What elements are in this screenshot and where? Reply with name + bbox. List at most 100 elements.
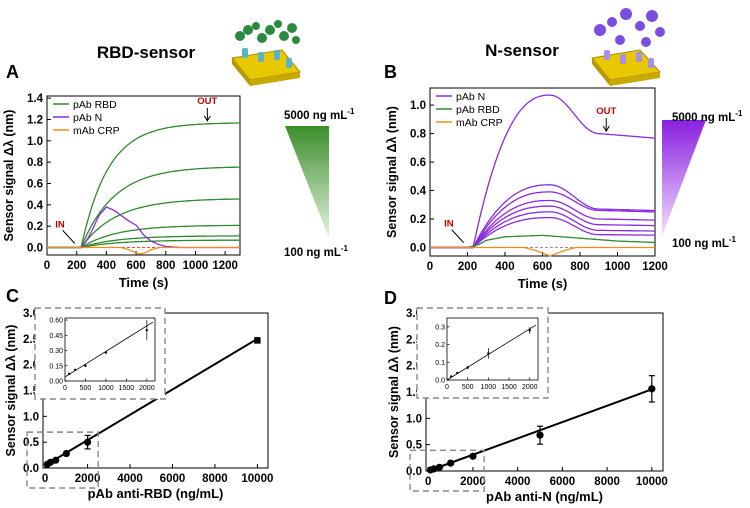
inset-x-tick-label: 500 xyxy=(80,385,92,392)
series-line-pab-rbd xyxy=(430,234,656,249)
y-tick-label: 1.0 xyxy=(406,413,422,425)
y-tick-label: 0.0 xyxy=(406,466,422,478)
x-axis-label: Time (s) xyxy=(119,275,169,290)
gradient-triangle-b xyxy=(662,120,706,236)
inset-y-tick-label: 0.0 xyxy=(435,378,445,385)
legend-entry: pAb N xyxy=(73,112,102,124)
x-tick-label: 4000 xyxy=(117,473,143,485)
inset-x-tick-label: 2000 xyxy=(522,384,538,391)
legend-entry: mAb CRP xyxy=(456,117,503,129)
in-annotation: IN xyxy=(444,219,454,230)
y-tick-label: 0.8 xyxy=(410,129,427,141)
legend-entry: pAb RBD xyxy=(73,99,117,111)
y-tick-label: 0.5 xyxy=(23,437,40,449)
x-axis-label: pAb anti-RBD (ng/mL) xyxy=(88,486,224,501)
panel-b-chart: 0 200 400 600 800 1000 1200 0.0 0.2 0.4 0.6 0.8 1.0 T… xyxy=(385,87,668,291)
inset-y-tick-label: 0.1 xyxy=(435,360,445,367)
inset-frame xyxy=(64,317,156,382)
x-axis-label: pAb anti-N (ng/mL) xyxy=(486,489,603,504)
y-tick-label: 0.2 xyxy=(410,214,426,226)
y-tick-label: 0.4 xyxy=(410,186,427,198)
inset-data-point xyxy=(67,372,71,376)
in-arrow xyxy=(451,229,464,243)
in-annotation: IN xyxy=(55,219,65,230)
gradient-scale-a: 5000 ng mL-1 100 ng mL-1 xyxy=(284,107,355,259)
y-tick-label: 0.4 xyxy=(27,200,44,212)
x-tick-label: 400 xyxy=(495,261,514,273)
fit-line xyxy=(44,337,258,467)
panel-d-chart: 0 2000 4000 6000 8000 100000.00.51.01.52.02.5… xyxy=(387,307,668,504)
y-axis-label: Sensor signal Δλ (nm) xyxy=(4,325,18,457)
inset-x-tick-label: 1000 xyxy=(481,384,497,391)
x-tick-label: 6000 xyxy=(160,473,186,485)
gradient-b-top-label: 5000 ng mL-1 xyxy=(672,109,743,124)
inset-data-point xyxy=(528,329,531,332)
legend-entry: pAb N xyxy=(456,91,485,103)
zoom-region-box xyxy=(26,431,99,489)
inset-fit-line xyxy=(446,324,537,381)
inset-y-tick-label: 0.30 xyxy=(49,348,63,355)
series-line-pab-n xyxy=(430,199,655,249)
y-tick-label: 0.6 xyxy=(27,179,43,191)
x-tick-label: 0 xyxy=(427,261,433,273)
y-tick-label: 0.0 xyxy=(410,242,426,254)
data-point xyxy=(536,431,544,439)
inset-y-tick-label: 0.60 xyxy=(49,318,63,325)
in-arrow xyxy=(62,230,76,244)
y-tick-label: 0.0 xyxy=(23,463,39,475)
inset-x-tick-label: 1500 xyxy=(119,385,135,392)
y-tick-label: 0.2 xyxy=(27,221,43,233)
data-point xyxy=(469,452,477,460)
inset-x-tick-label: 0 xyxy=(63,385,67,392)
data-point xyxy=(254,337,261,344)
inset-data-point xyxy=(466,366,469,369)
zoom-region-box xyxy=(409,449,485,492)
out-annotation: OUT xyxy=(197,96,217,107)
data-point xyxy=(435,463,444,471)
legend-entry: mAb CRP xyxy=(73,125,120,137)
out-arrow-head xyxy=(602,125,610,133)
y-tick-label: 0.6 xyxy=(410,157,426,169)
inset-y-tick-label: 0.3 xyxy=(435,324,445,331)
x-tick-label: 400 xyxy=(97,260,116,272)
series-line-pab-n xyxy=(430,184,656,249)
panel-c-letter: C xyxy=(6,286,19,306)
y-tick-label: 1.0 xyxy=(27,136,43,148)
out-arrow-head xyxy=(203,115,211,122)
x-tick-label: 0 xyxy=(42,473,48,485)
y-tick-label: 1.4 xyxy=(27,93,44,105)
y-axis-label: Sensor signal Δλ (nm) xyxy=(387,326,401,458)
data-point xyxy=(648,385,656,393)
x-tick-label: 2000 xyxy=(460,476,486,488)
x-tick-label: 800 xyxy=(156,260,175,272)
inset-data-point xyxy=(449,375,453,378)
x-tick-label: 8000 xyxy=(594,476,620,488)
plot-frame xyxy=(46,95,241,256)
y-axis-label: Sensor signal Δλ (nm) xyxy=(2,110,16,242)
inset-frame xyxy=(446,317,539,381)
data-point xyxy=(430,465,438,473)
x-tick-label: 0 xyxy=(44,260,50,272)
n-sensor-illustration xyxy=(591,8,665,86)
inset-y-tick-label: 0.00 xyxy=(49,379,63,386)
panel-b-letter: B xyxy=(384,62,397,82)
data-point xyxy=(446,459,455,467)
gradient-b-bottom-label: 100 ng mL-1 xyxy=(672,235,737,250)
series-line-mab-crp xyxy=(47,246,240,255)
inset-y-tick-label: 0.2 xyxy=(435,342,445,349)
panel-a-letter: A xyxy=(6,62,19,82)
x-tick-label: 1200 xyxy=(642,261,668,273)
panel-c-chart: 0 2000 4000 6000 8000 100000.00.51.01.52.02.5… xyxy=(4,307,273,501)
y-axis-label: Sensor signal Δλ (nm) xyxy=(385,106,399,238)
x-tick-label: 1000 xyxy=(183,260,209,272)
x-tick-label: 0 xyxy=(425,476,431,488)
inset-y-tick-label: 0.15 xyxy=(49,363,63,370)
gradient-a-bottom-label: 100 ng mL-1 xyxy=(284,244,349,259)
x-tick-label: 200 xyxy=(458,261,477,273)
panel-d-letter: D xyxy=(384,288,397,308)
inset-x-tick-label: 0 xyxy=(445,384,449,391)
data-point xyxy=(52,456,60,464)
panel-b-title: N-sensor xyxy=(485,41,559,60)
y-tick-label: 1.0 xyxy=(23,411,39,423)
